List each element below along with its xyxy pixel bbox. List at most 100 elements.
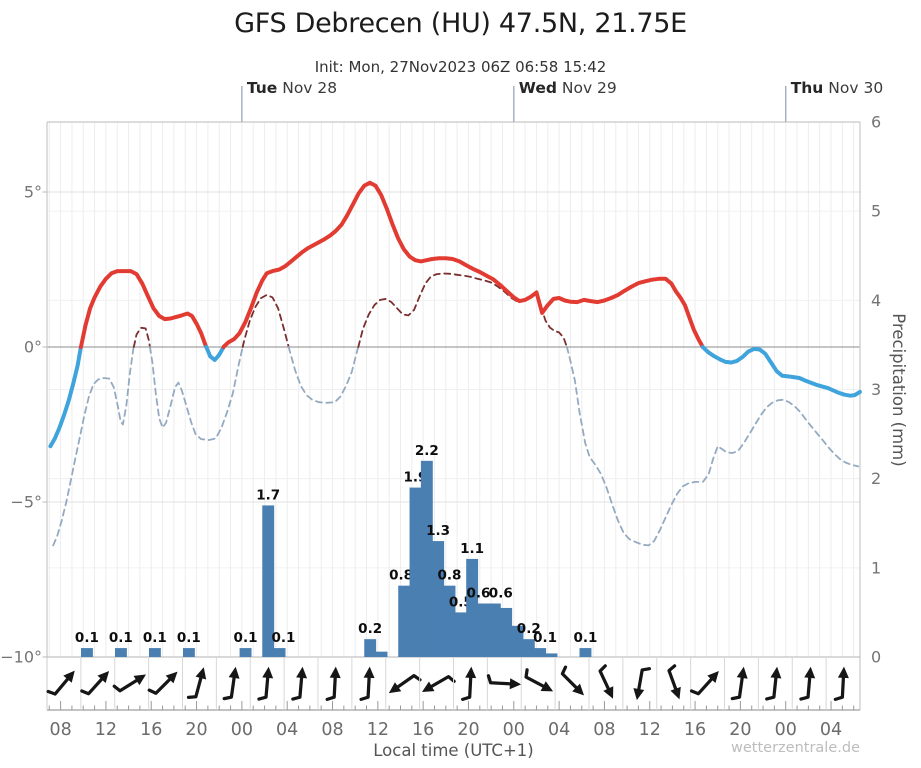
wind-arrows — [46, 657, 849, 710]
precip-tick-label: 5 — [871, 202, 881, 221]
temp-tick-label: −10° — [0, 648, 42, 667]
temperature-dashed — [132, 326, 151, 348]
temperature-dashed — [149, 346, 244, 441]
x-tick-label: 04 — [276, 720, 298, 740]
x-tick-label: 16 — [412, 720, 434, 740]
wind-arrow — [730, 666, 748, 701]
precip-bar — [409, 487, 422, 657]
precip-bar — [466, 558, 479, 657]
precip-bar-label: 1.7 — [256, 487, 280, 503]
precip-bar — [545, 653, 558, 657]
precip-bar — [114, 648, 127, 657]
wind-arrow — [799, 666, 816, 701]
precip-bar — [182, 648, 195, 657]
precip-bar — [375, 651, 388, 657]
page-title: GFS Debrecen (HU) 47.5N, 21.75E — [234, 8, 687, 39]
wind-arrow — [325, 666, 341, 701]
precip-tick-label: 6 — [871, 112, 881, 131]
precip-bar — [420, 460, 433, 657]
x-tick-label: 20 — [457, 720, 479, 740]
precip-bar — [454, 612, 467, 657]
x-tick-label: 12 — [367, 720, 389, 740]
precip-bar-label: 0.1 — [234, 630, 258, 646]
precip-bar — [579, 648, 592, 657]
temp-tick-label: 0° — [24, 338, 42, 357]
precip-bar — [262, 505, 275, 657]
precip-tick-labels: 6 5 4 3 2 1 0 — [871, 112, 881, 666]
wind-arrow — [80, 670, 110, 696]
temperature-curves — [48, 180, 862, 547]
precip-tick-label: 1 — [871, 558, 881, 577]
temperature-dashed — [241, 294, 290, 348]
precip-bar-label: 0.6 — [489, 585, 513, 601]
wind-arrow — [689, 670, 719, 696]
wind-arrow — [388, 673, 422, 694]
wind-arrow — [359, 666, 375, 701]
precip-bar-label: 1.1 — [460, 541, 484, 557]
precip-tick-label: 3 — [871, 380, 881, 399]
wind-arrow — [112, 674, 147, 693]
wind-arrow — [486, 674, 522, 690]
x-tick-label: 20 — [729, 720, 751, 740]
wind-arrow — [46, 670, 75, 696]
x-tick-label: 20 — [185, 720, 207, 740]
wind-arrow — [461, 666, 477, 701]
precip-bar — [477, 603, 490, 657]
precip-bar-label: 1.3 — [426, 523, 450, 539]
temperature-solid — [221, 180, 705, 349]
wind-arrow — [598, 664, 614, 699]
temperature-dashed — [566, 346, 860, 547]
temp-tick-label: −5° — [10, 493, 42, 512]
x-axis-title: Local time (UTC+1) — [373, 741, 534, 760]
temperature-dashed — [52, 346, 135, 547]
x-tick-label: 08 — [321, 720, 343, 740]
x-tick-label: 08 — [593, 720, 615, 740]
precip-bar — [398, 585, 411, 657]
precip-tick-label: 4 — [871, 291, 881, 310]
precip-bar-label: 0.8 — [389, 568, 413, 584]
precip-bar — [239, 648, 252, 657]
x-tick-label: 16 — [684, 720, 706, 740]
wind-arrow — [222, 666, 240, 701]
x-tick-label: 04 — [820, 720, 842, 740]
temperature-solid — [48, 345, 83, 449]
wind-arrow — [524, 668, 554, 692]
precip-bar-label: 0.1 — [177, 630, 201, 646]
precip-bar — [511, 625, 524, 657]
precip-bar-label: 0.1 — [143, 630, 167, 646]
x-tick-label: 00 — [775, 720, 797, 740]
wind-arrow — [147, 671, 178, 695]
precip-bar-label: 0.6 — [466, 585, 490, 601]
precip-bar — [522, 639, 535, 657]
precip-tick-label: 0 — [871, 648, 881, 667]
temperature-solid — [78, 269, 209, 349]
x-tick-label: 12 — [95, 720, 117, 740]
wind-arrow — [421, 675, 456, 692]
precip-bar — [148, 648, 161, 657]
temperature-solid — [204, 345, 226, 362]
precip-bar-label: 0.1 — [75, 630, 99, 646]
precip-bar — [364, 639, 377, 657]
precip-bar — [80, 648, 93, 657]
precip-bar-label: 0.8 — [437, 568, 461, 584]
precip-bar — [443, 585, 456, 657]
wind-arrow — [667, 664, 681, 700]
x-tick-label: 04 — [548, 720, 570, 740]
wind-arrow — [291, 666, 308, 701]
precip-bar-label: 0.1 — [573, 630, 597, 646]
wind-arrow — [833, 666, 849, 701]
x-tick-label: 16 — [140, 720, 162, 740]
wind-arrow — [257, 666, 274, 701]
temp-tick-labels: 5° 0° −5° −10° — [0, 183, 47, 667]
precip-bar-label: 0.1 — [272, 630, 296, 646]
x-tick-labels: 08 12 16 20 00 04 08 12 16 20 00 04 08 12 16 20 00 04 — [49, 720, 842, 740]
precip-bar-label: 0.1 — [109, 630, 133, 646]
wind-arrow — [560, 665, 585, 696]
wind-arrow — [186, 667, 207, 700]
hour-ticks — [48, 701, 855, 710]
precipitation-axis-title: Precipitation (mm) — [889, 313, 908, 467]
precip-bar-label: 0.1 — [533, 630, 557, 646]
precip-bar — [432, 541, 445, 657]
precip-tick-label: 2 — [871, 469, 881, 488]
